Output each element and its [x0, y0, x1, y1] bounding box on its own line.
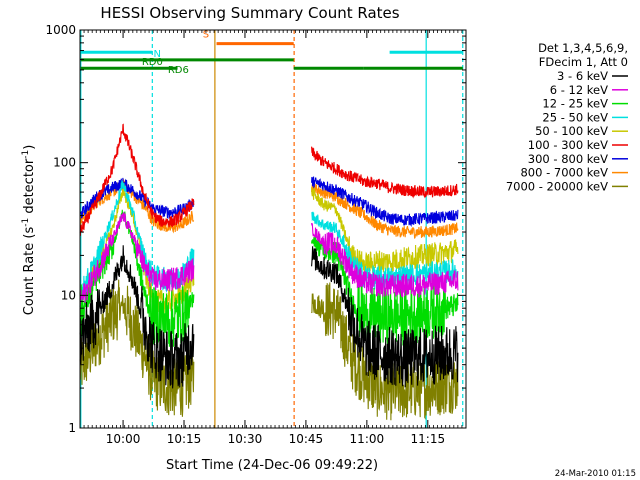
y-tick-label-1: 10	[61, 288, 76, 302]
series-layer	[79, 123, 459, 421]
series-6	[79, 176, 459, 228]
legend: Det 1,3,4,5,6,9, FDecim 1, Att 0 3 - 6 k…	[506, 41, 628, 193]
flag-label-n: N	[153, 49, 160, 60]
series-line-7-post	[311, 183, 459, 239]
flag-label-rd6: RD6	[168, 65, 189, 76]
y-axis-label-end: )	[22, 145, 37, 150]
series-0	[79, 245, 459, 389]
y-axis-label: Count Rate (s-1 detector-1)	[21, 145, 37, 316]
series-line-5-pre	[79, 123, 195, 236]
legend-label-6: 300 - 800 keV	[528, 152, 608, 166]
y-tick-label-0: 1	[68, 421, 76, 435]
series-line-4-post	[311, 186, 459, 276]
series-1	[79, 212, 459, 310]
x-tick-label-0: 10:00	[106, 432, 141, 446]
chart-title: HESSI Observing Summary Count Rates	[100, 4, 399, 22]
series-line-0-pre	[79, 245, 195, 389]
series-line-6-pre	[79, 177, 195, 219]
legend-header-line-1: Det 1,3,4,5,6,9,	[538, 41, 628, 55]
series-5	[79, 123, 459, 236]
y-tick-label-3: 1000	[45, 23, 76, 37]
flag-label-s: S	[203, 30, 209, 41]
y-axis-label-sup2: -1	[21, 150, 31, 159]
legend-label-3: 25 - 50 keV	[542, 110, 608, 124]
x-tick-label-3: 10:45	[289, 432, 324, 446]
series-line-6-post	[311, 176, 459, 228]
flag-bar-layer: N S RD0 RD6	[80, 30, 463, 76]
legend-label-8: 7000 - 20000 keV	[506, 179, 608, 193]
x-axis-label: Start Time (24-Dec-06 09:49:22)	[166, 458, 378, 473]
legend-label-2: 12 - 25 keV	[542, 97, 608, 111]
x-tick-label-2: 10:30	[228, 432, 263, 446]
flag-label-rd0: RD0	[142, 57, 163, 68]
x-tick-label-5: 11:15	[411, 432, 446, 446]
y-axis-label-main: Count Rate (s	[22, 227, 37, 316]
legend-label-1: 6 - 12 keV	[550, 83, 608, 97]
plot-frame	[79, 29, 467, 429]
series-line-1-pre	[79, 212, 195, 310]
legend-label-5: 100 - 300 keV	[528, 138, 608, 152]
legend-label-7: 800 - 7000 keV	[520, 166, 608, 180]
footer-timestamp: 24-Mar-2010 01:15	[555, 469, 636, 479]
series-line-5-post	[311, 146, 459, 199]
legend-header-line-2: FDecim 1, Att 0	[539, 55, 628, 69]
legend-label-4: 50 - 100 keV	[535, 124, 608, 138]
axis-layer: 1 10 100 1000 10:00 10:15 10:30 10:45 11:00 11:15	[45, 23, 467, 446]
series-line-8-pre	[79, 279, 195, 417]
y-axis-label-mid: detector	[22, 158, 37, 218]
x-tick-label-1: 10:15	[167, 432, 202, 446]
series-line-0-post	[311, 246, 459, 388]
x-tick-label-4: 11:00	[350, 432, 385, 446]
series-line-1-post	[311, 223, 459, 298]
y-tick-label-2: 100	[53, 156, 76, 170]
series-line-2-post	[311, 235, 459, 346]
legend-label-0: 3 - 6 keV	[557, 69, 608, 83]
y-axis-label-sup1: -1	[21, 218, 31, 227]
